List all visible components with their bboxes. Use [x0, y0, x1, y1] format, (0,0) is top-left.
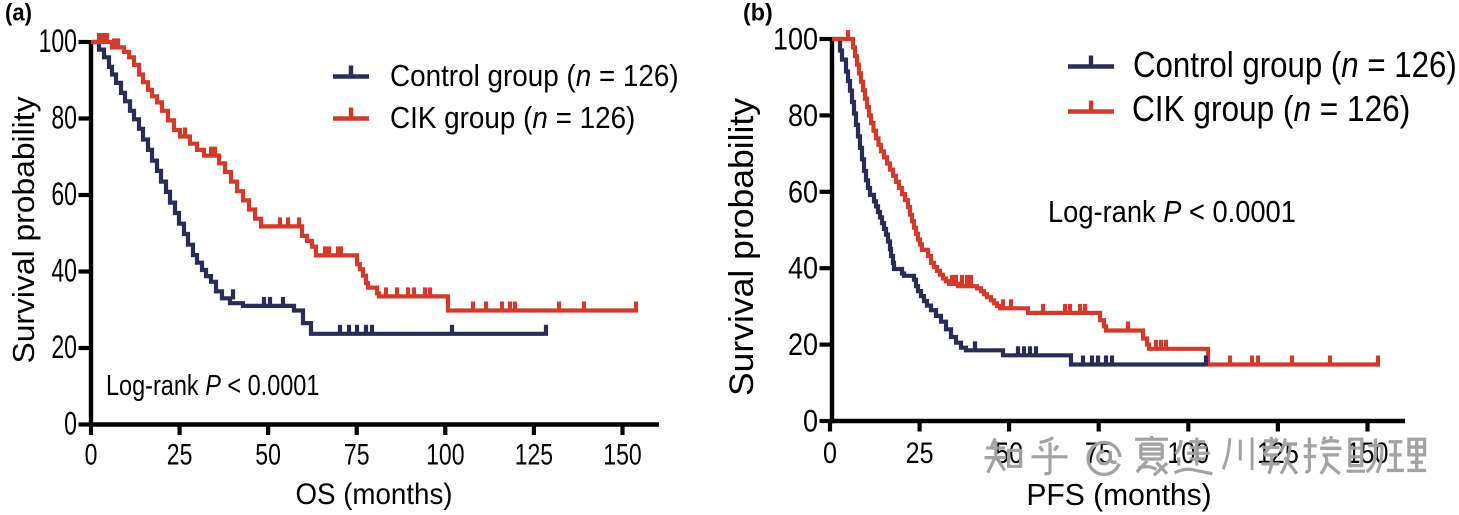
svg-text:125: 125: [515, 438, 553, 471]
svg-text:(b): (b): [743, 0, 773, 26]
svg-text:Survival probability: Survival probability: [6, 96, 41, 364]
svg-text:100: 100: [773, 22, 818, 57]
svg-text:Control group (n = 126): Control group (n = 126): [390, 60, 679, 93]
svg-text:Control group (n = 126): Control group (n = 126): [1133, 46, 1457, 85]
svg-text:(a): (a): [5, 0, 32, 26]
svg-text:150: 150: [603, 438, 641, 471]
svg-text:PFS (months): PFS (months): [1026, 478, 1211, 513]
svg-text:40: 40: [51, 253, 77, 289]
svg-text:0: 0: [823, 436, 837, 469]
svg-text:20: 20: [51, 329, 77, 365]
svg-text:75: 75: [344, 438, 370, 471]
svg-text:25: 25: [167, 438, 193, 471]
svg-text:20: 20: [788, 327, 818, 362]
svg-text:60: 60: [788, 174, 818, 209]
svg-text:25: 25: [906, 436, 934, 469]
svg-text:50: 50: [255, 438, 281, 471]
svg-text:Log-rank P < 0.0001: Log-rank P < 0.0001: [106, 369, 319, 402]
svg-text:Log-rank P < 0.0001: Log-rank P < 0.0001: [1048, 195, 1296, 229]
svg-text:40: 40: [788, 251, 818, 286]
svg-text:100: 100: [39, 23, 77, 59]
svg-text:Survival probability: Survival probability: [723, 98, 761, 396]
svg-text:80: 80: [51, 100, 77, 136]
svg-text:0: 0: [85, 438, 98, 471]
svg-text:CIK group (n = 126): CIK group (n = 126): [390, 102, 635, 135]
svg-text:OS (months): OS (months): [295, 478, 452, 511]
svg-text:100: 100: [426, 438, 464, 471]
svg-text:0: 0: [803, 404, 818, 439]
svg-text:CIK group (n = 126): CIK group (n = 126): [1132, 89, 1410, 129]
svg-text:60: 60: [51, 176, 77, 212]
svg-text:0: 0: [64, 406, 77, 442]
svg-text:80: 80: [788, 98, 818, 133]
